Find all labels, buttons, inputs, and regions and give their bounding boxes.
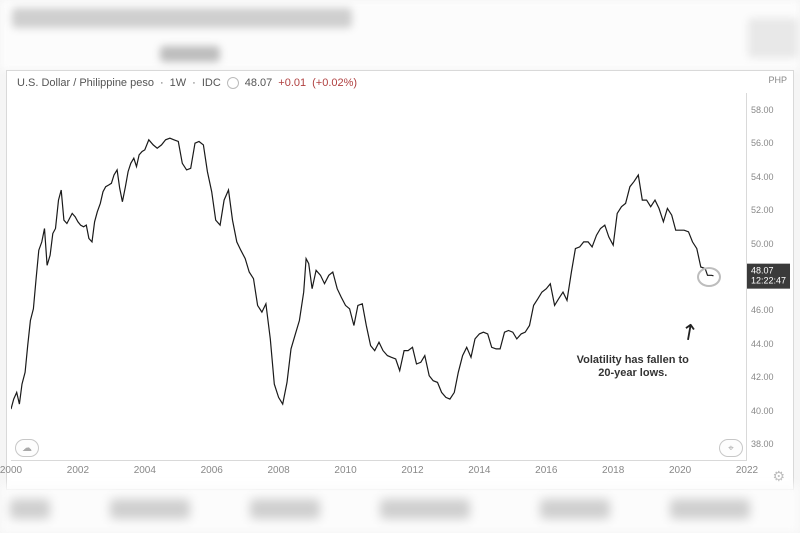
y-tick-label: 40.00 xyxy=(751,406,774,416)
x-tick-label: 2014 xyxy=(468,465,490,476)
x-tick-label: 2004 xyxy=(134,465,156,476)
blurred-header-region xyxy=(0,0,800,70)
y-tick-label: 44.00 xyxy=(751,339,774,349)
chart-change-value: +0.01 xyxy=(278,77,306,89)
chart-plot-area[interactable]: ☁ ⌖ ↗ Volatility has fallen to20-year lo… xyxy=(11,93,747,461)
x-tick-label: 2006 xyxy=(201,465,223,476)
chart-change-pct: (+0.02%) xyxy=(312,77,357,89)
y-axis-unit-label: PHP xyxy=(768,75,787,85)
chart-source-label: IDC xyxy=(202,77,221,89)
chart-interval-label: 1W xyxy=(170,77,187,89)
y-tick-label: 58.00 xyxy=(751,105,774,115)
x-tick-label: 2008 xyxy=(268,465,290,476)
x-tick-label: 2012 xyxy=(401,465,423,476)
x-tick-label: 2010 xyxy=(334,465,356,476)
blurred-footer-region xyxy=(0,485,800,533)
gear-icon[interactable]: ⚙ xyxy=(772,468,785,485)
y-tick-label: 42.00 xyxy=(751,372,774,382)
x-tick-label: 2022 xyxy=(736,465,758,476)
x-tick-label: 2016 xyxy=(535,465,557,476)
last-price-badge-countdown: 12:22:47 xyxy=(751,276,786,286)
capture-icon[interactable]: ⌖ xyxy=(719,439,743,457)
y-tick-label: 54.00 xyxy=(751,172,774,182)
chart-legend: U.S. Dollar / Philippine peso · 1W · IDC… xyxy=(17,77,357,89)
chart-last-value: 48.07 xyxy=(245,77,273,89)
price-chart-panel: U.S. Dollar / Philippine peso · 1W · IDC… xyxy=(6,70,794,490)
x-tick-label: 2020 xyxy=(669,465,691,476)
x-tick-label: 2000 xyxy=(0,465,22,476)
x-tick-label: 2018 xyxy=(602,465,624,476)
chart-pair-label: U.S. Dollar / Philippine peso xyxy=(17,77,154,89)
x-tick-label: 2002 xyxy=(67,465,89,476)
y-tick-label: 52.00 xyxy=(751,205,774,215)
y-axis: 38.0040.0042.0044.0046.0048.0050.0052.00… xyxy=(746,93,793,461)
last-price-badge: 48.0712:22:47 xyxy=(747,263,790,288)
series-visibility-toggle[interactable] xyxy=(227,77,239,89)
annotation-text: Volatility has fallen to20-year lows. xyxy=(577,354,689,380)
y-tick-label: 56.00 xyxy=(751,138,774,148)
y-tick-label: 46.00 xyxy=(751,305,774,315)
y-tick-label: 38.00 xyxy=(751,439,774,449)
cloud-icon[interactable]: ☁ xyxy=(15,439,39,457)
y-tick-label: 50.00 xyxy=(751,239,774,249)
last-price-badge-value: 48.07 xyxy=(751,265,786,275)
